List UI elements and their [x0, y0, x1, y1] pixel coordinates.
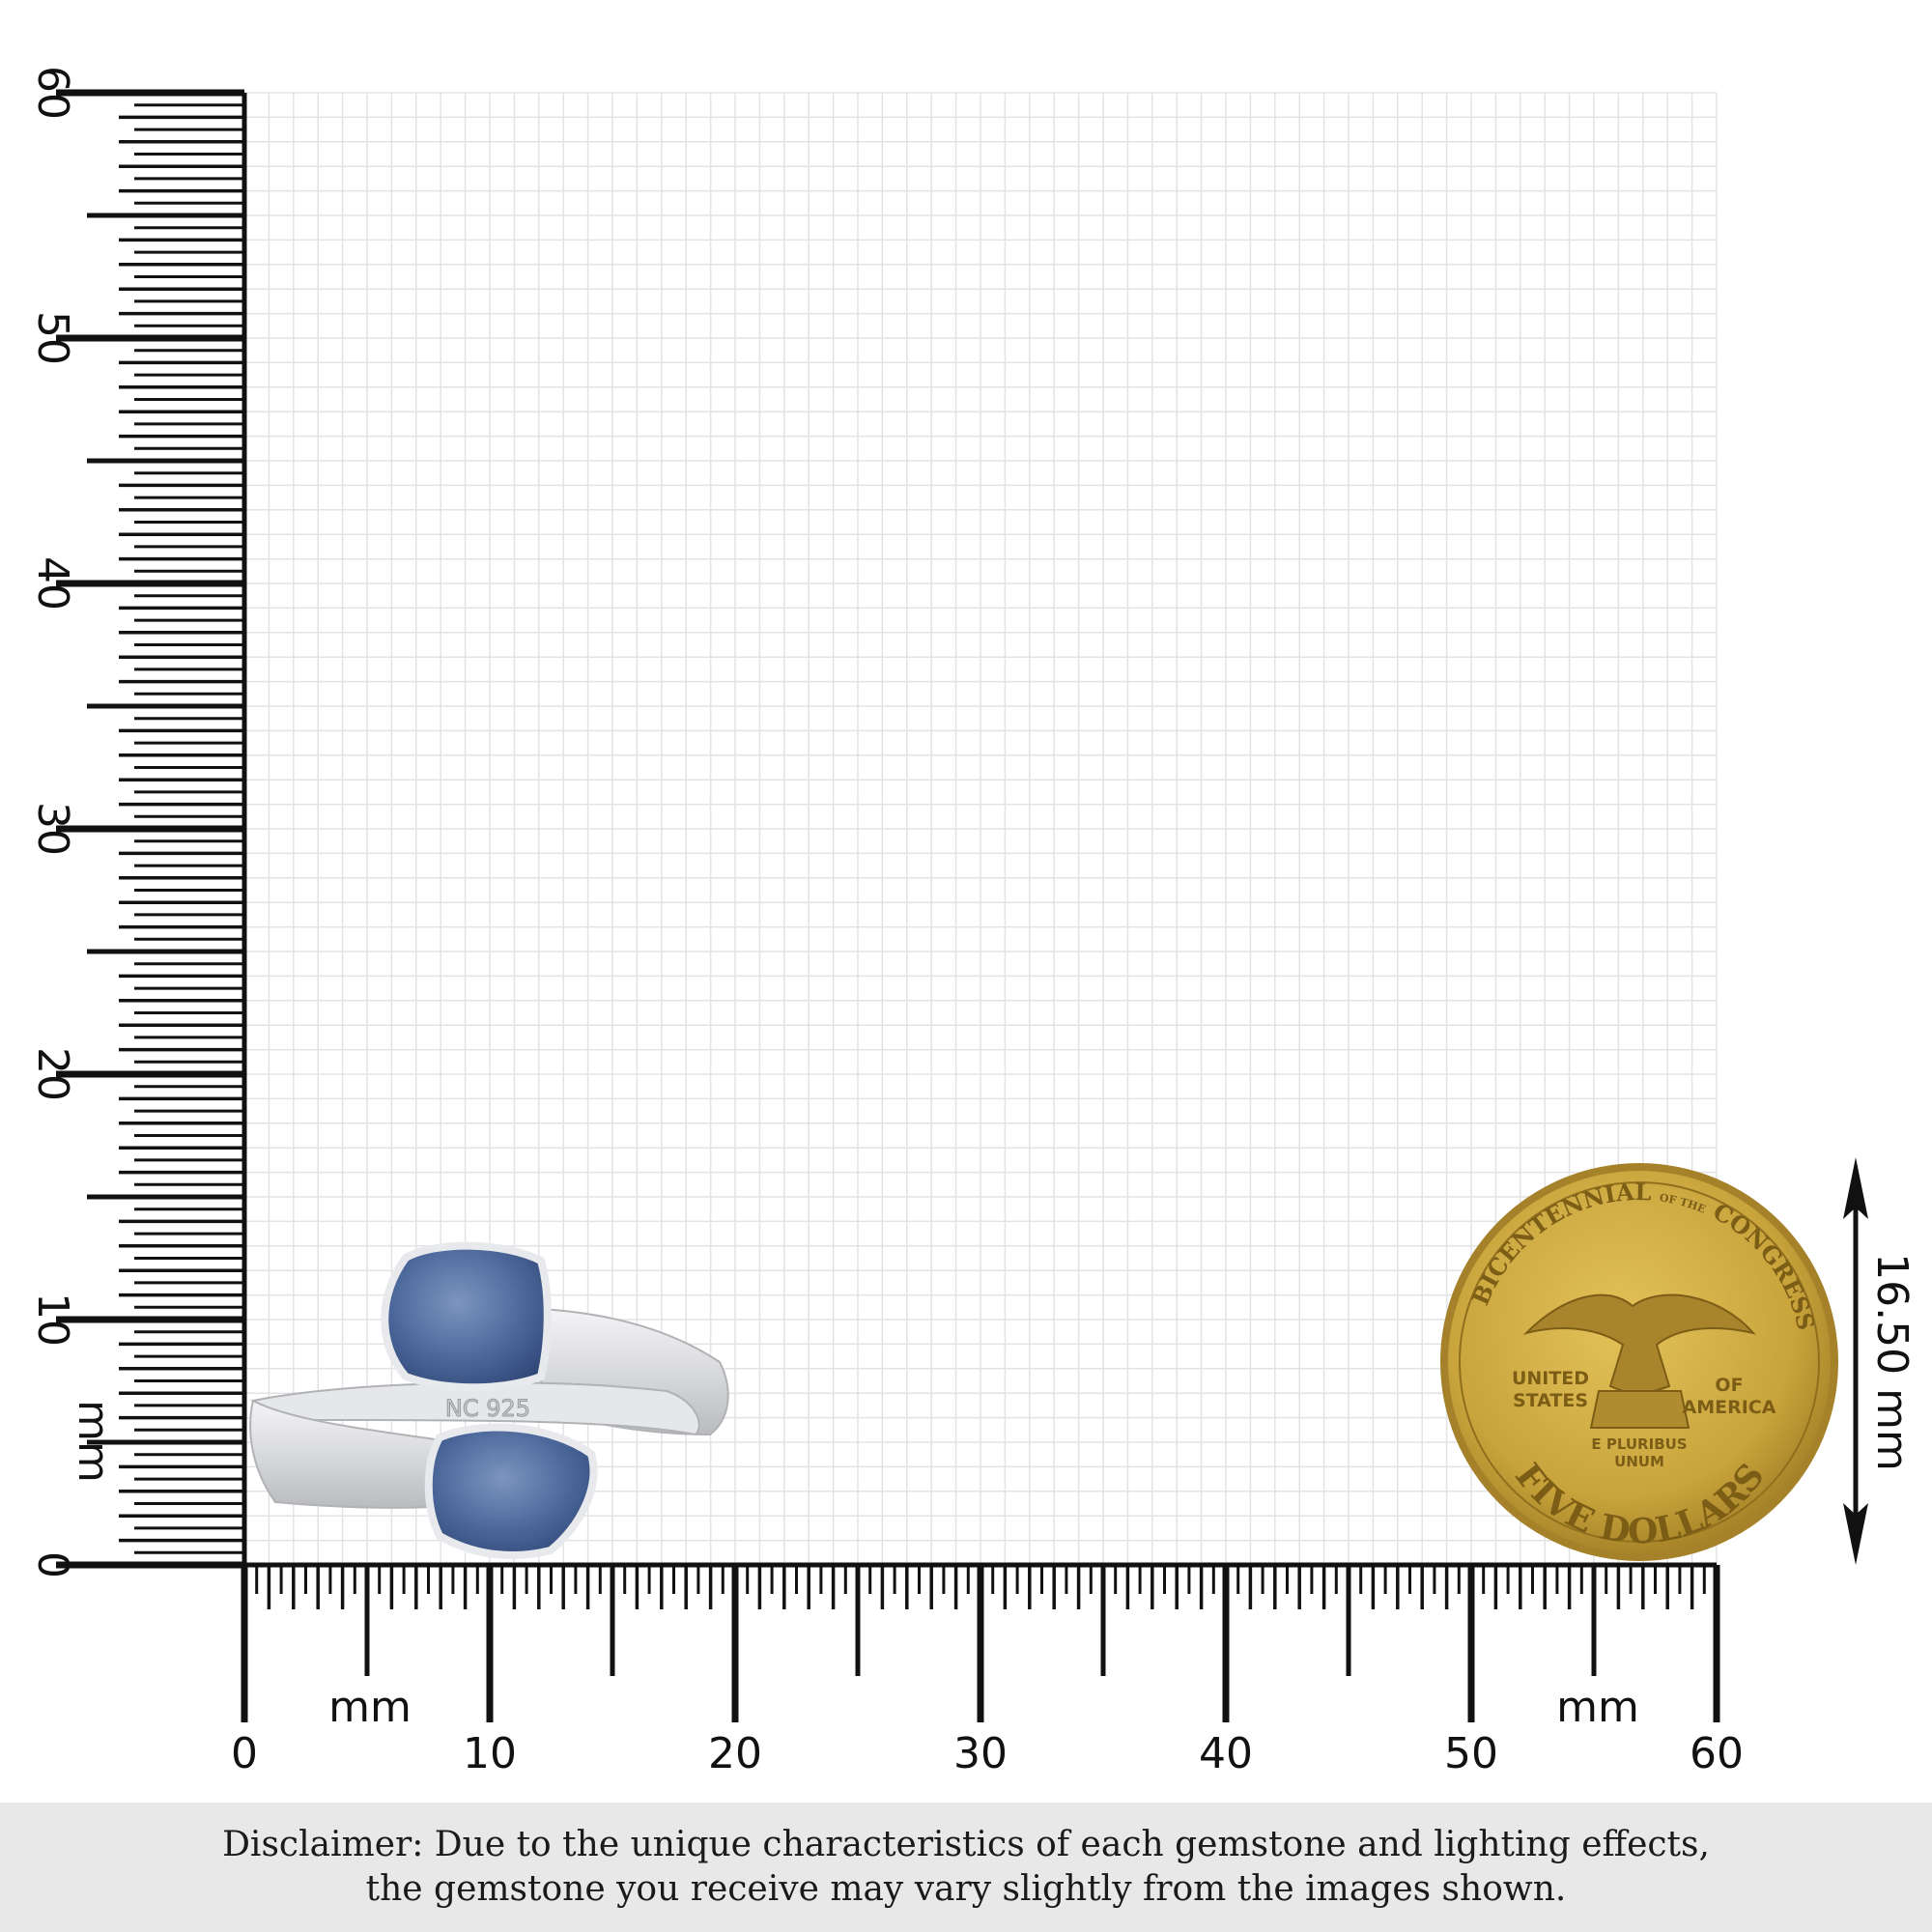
- x-label-60: 60: [1690, 1729, 1744, 1778]
- y-label-20: 20: [28, 1047, 77, 1101]
- x-label-50: 50: [1444, 1729, 1498, 1778]
- coin-diameter-arrow: 16.50 mm: [1843, 1157, 1917, 1565]
- grid: [244, 92, 1718, 1565]
- x-label-10: 10: [463, 1729, 517, 1778]
- coin-america: AMERICA: [1683, 1397, 1776, 1418]
- ring-image: NC 925: [249, 1241, 729, 1559]
- y-label-50: 50: [28, 311, 77, 365]
- ring-stamp: NC 925: [445, 1395, 530, 1422]
- y-label-40: 40: [28, 556, 77, 611]
- coin-unum: UNUM: [1614, 1453, 1664, 1470]
- x-label-20: 20: [708, 1729, 762, 1778]
- coin-image: BICENTENNIAL OF THE CONGRESS FIVE DOLLAR…: [1440, 1163, 1838, 1561]
- lower-gemstone: [424, 1423, 598, 1559]
- coin-of: OF: [1715, 1375, 1743, 1396]
- x-label-0: 0: [231, 1729, 258, 1778]
- y-unit-label: mm: [69, 1400, 118, 1483]
- coin-united: UNITED: [1512, 1368, 1589, 1389]
- upper-gemstone: [381, 1241, 552, 1392]
- disclaimer-line-1: Disclaimer: Due to the unique characteri…: [222, 1825, 1710, 1864]
- disclaimer-banner: Disclaimer: Due to the unique characteri…: [0, 1803, 1932, 1932]
- y-label-10: 10: [28, 1293, 77, 1347]
- coin-e-pluribus: E PLURIBUS: [1591, 1435, 1687, 1453]
- x-label-40: 40: [1199, 1729, 1253, 1778]
- y-label-30: 30: [28, 802, 77, 856]
- eagle-icon: [1522, 1293, 1756, 1395]
- ruler-ticks: [56, 89, 1720, 1722]
- coin-diameter-label: 16.50 mm: [1867, 1253, 1917, 1471]
- x-unit-label-right: mm: [1556, 1683, 1639, 1732]
- ruler-labels: 0 10 20 30 40 50 60 mm mm 0 10 20 30 40 …: [28, 66, 1744, 1778]
- coin-states: STATES: [1513, 1390, 1588, 1411]
- x-label-30: 30: [953, 1729, 1008, 1778]
- disclaimer-line-2: the gemstone you receive may vary slight…: [365, 1869, 1567, 1909]
- x-unit-label-left: mm: [328, 1683, 412, 1732]
- y-label-60: 60: [28, 66, 77, 120]
- y-label-0: 0: [28, 1551, 77, 1578]
